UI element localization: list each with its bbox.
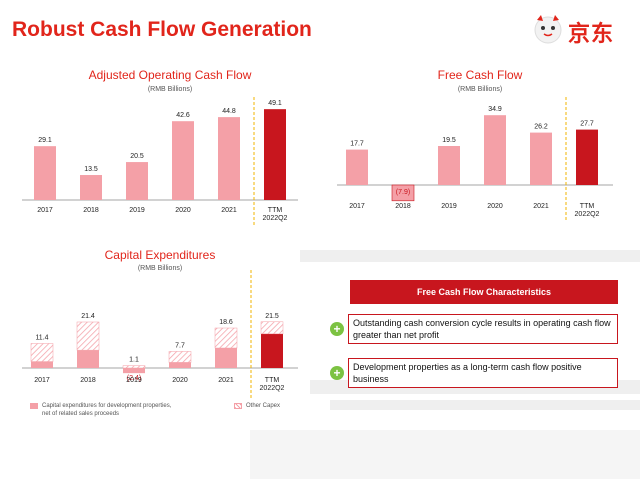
bar (346, 149, 368, 185)
x-tick-label: 2017 (34, 377, 50, 384)
plus-icon: + (330, 366, 344, 380)
bar-development (215, 348, 237, 368)
fcf-characteristic-item: Outstanding cash conversion cycle result… (348, 314, 618, 344)
data-label: 13.5 (84, 166, 98, 173)
data-label: 1.1 (129, 357, 139, 364)
bar (391, 184, 415, 202)
bar-development (31, 361, 53, 368)
x-tick-label: 2020 (175, 207, 191, 214)
bar (172, 121, 194, 200)
data-label: 18.6 (219, 319, 233, 326)
background-shape (250, 430, 640, 479)
x-tick-label: TTM (268, 207, 283, 214)
chart-subtitle: (RMB Billions) (137, 265, 183, 272)
chart-title: Free Cash Flow (437, 68, 523, 82)
data-label: 26.2 (534, 124, 548, 131)
x-tick-label: 2022Q2 (575, 211, 600, 218)
data-label: 20.5 (130, 153, 144, 160)
bar-development (261, 333, 283, 368)
x-tick-label: 2020 (487, 203, 503, 210)
jd-logo (534, 15, 562, 44)
bar-development (77, 350, 99, 368)
data-label: 42.6 (176, 112, 190, 119)
bar (218, 117, 240, 200)
x-tick-label: TTM (265, 377, 280, 384)
data-label: 7.7 (175, 342, 185, 349)
bar (80, 175, 102, 200)
x-tick-label: 2019 (126, 377, 142, 384)
x-tick-label: 2021 (218, 377, 234, 384)
bar-other-capex (76, 321, 100, 351)
bar-other-capex (30, 343, 54, 362)
legend-label-other: Other Capex (246, 403, 281, 409)
plus-icon: + (330, 322, 344, 336)
chart-title: Capital Expenditures (104, 248, 216, 262)
x-tick-label: 2017 (37, 207, 53, 214)
fcf-characteristic-item: Development properties as a long-term ca… (348, 358, 618, 388)
negative-data-label: (2.4) (127, 375, 141, 382)
data-label: 11.4 (35, 334, 48, 341)
data-label: (7.9) (396, 189, 410, 196)
bar (126, 162, 148, 200)
bar-other-capex (260, 321, 284, 335)
data-label: 34.9 (488, 106, 502, 113)
bar (530, 132, 552, 185)
bar-development (169, 362, 191, 368)
page-title: Robust Cash Flow Generation (12, 18, 312, 41)
bar-other-capex (168, 351, 192, 363)
x-tick-label: 2019 (441, 203, 457, 210)
x-tick-label: 2020 (172, 377, 188, 384)
chart-capital-expenditures: 11.4 2017 21.4 2018 (2.4) 1.1 2019 7.7 2020 18.6 2… (22, 270, 298, 398)
x-tick-label: 2021 (221, 207, 237, 214)
bar (438, 146, 460, 185)
logo-wordmark: 京东 (568, 21, 615, 46)
data-label: 19.5 (442, 137, 456, 144)
legend-swatch-development (30, 403, 38, 409)
background-shape (300, 250, 640, 262)
bar (34, 146, 56, 200)
legend-label-development: Capital expenditures for development pro… (42, 403, 172, 417)
x-tick-label: 2018 (80, 377, 96, 384)
bar-other-capex (214, 327, 238, 349)
data-label: 44.8 (222, 108, 236, 115)
chart-subtitle: (RMB Billions) (457, 86, 503, 93)
bar (484, 115, 506, 185)
x-tick-label: TTM (580, 203, 595, 210)
background-shape (330, 400, 640, 410)
chart-free-cash-flow: 17.7 2017 (7.9) 2018 19.5 2019 34.9 2020 26.2 202… (337, 97, 613, 220)
x-tick-label: 2017 (349, 203, 365, 210)
chart-subtitle: (RMB Billions) (147, 86, 193, 93)
x-tick-label: 2022Q2 (263, 215, 288, 222)
x-tick-label: 2018 (395, 203, 411, 210)
chart-title: Adjusted Operating Cash Flow (88, 68, 252, 82)
data-label: 21.4 (81, 313, 95, 320)
data-label: 29.1 (38, 137, 52, 144)
fcf-characteristics-header: Free Cash Flow Characteristics (350, 280, 618, 304)
x-tick-label: 2021 (533, 203, 549, 210)
legend-swatch-other (234, 403, 242, 409)
x-tick-label: 2019 (129, 207, 145, 214)
data-label: 49.1 (268, 100, 282, 107)
data-label: 21.5 (265, 313, 279, 320)
data-label: 27.7 (580, 121, 594, 128)
bar (576, 129, 598, 185)
data-label: 17.7 (350, 141, 364, 148)
bar-development (123, 368, 145, 374)
chart-adjusted-operating-cash-flow: 29.1 2017 13.5 2018 20.5 2019 42.6 2020 44.8 2021… (22, 97, 298, 225)
x-tick-label: 2018 (83, 207, 99, 214)
x-tick-label: 2022Q2 (260, 385, 285, 392)
bar-other-capex (122, 365, 146, 369)
bar (264, 109, 286, 200)
